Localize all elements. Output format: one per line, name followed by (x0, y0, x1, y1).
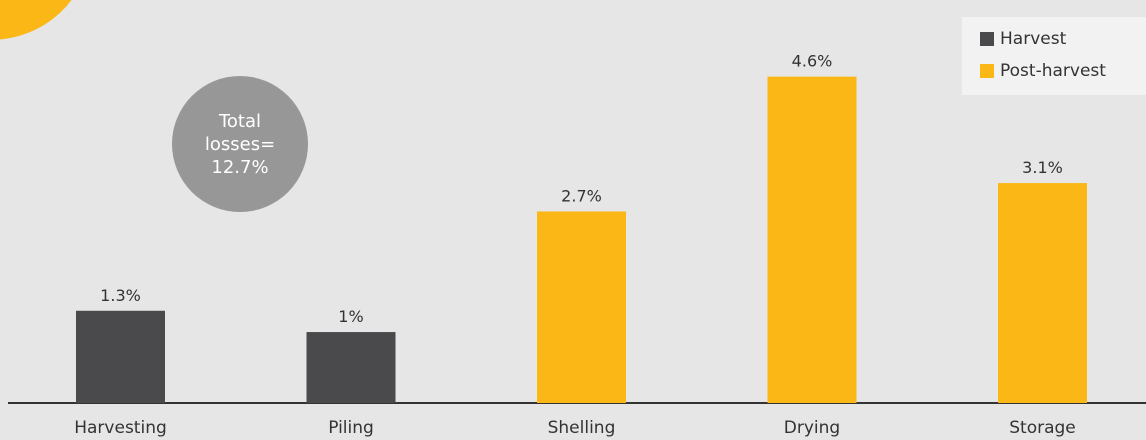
legend-label-post-harvest: Post-harvest (1000, 61, 1106, 81)
legend-item-harvest: Harvest (980, 29, 1066, 49)
bar-piling (306, 332, 396, 403)
category-label-drying: Drying (784, 418, 840, 438)
value-label-drying: 4.6% (792, 52, 833, 71)
bar-drying (767, 76, 857, 404)
legend-item-post-harvest: Post-harvest (980, 61, 1106, 81)
value-label-shelling: 2.7% (561, 186, 602, 205)
bar-storage (998, 183, 1087, 403)
legend-swatch-harvest (980, 32, 994, 46)
bar-harvesting (76, 310, 165, 403)
category-label-piling: Piling (328, 418, 374, 438)
legend-swatch-post-harvest (980, 64, 994, 78)
category-label-storage: Storage (1009, 418, 1076, 438)
total-losses-line-1: Total (218, 110, 262, 132)
category-label-harvesting: Harvesting (74, 418, 167, 438)
value-label-harvesting: 1.3% (100, 286, 141, 305)
value-label-piling: 1% (338, 307, 363, 326)
bar-shelling (537, 211, 626, 403)
total-losses-line-2: losses= (204, 133, 276, 155)
category-label-shelling: Shelling (548, 418, 616, 438)
legend: Harvest Post-harvest (962, 17, 1146, 95)
value-label-storage: 3.1% (1022, 158, 1063, 177)
total-losses-bubble: Total losses= 12.7% (172, 76, 308, 212)
total-losses-line-3: 12.7% (211, 156, 269, 178)
legend-label-harvest: Harvest (1000, 29, 1067, 49)
